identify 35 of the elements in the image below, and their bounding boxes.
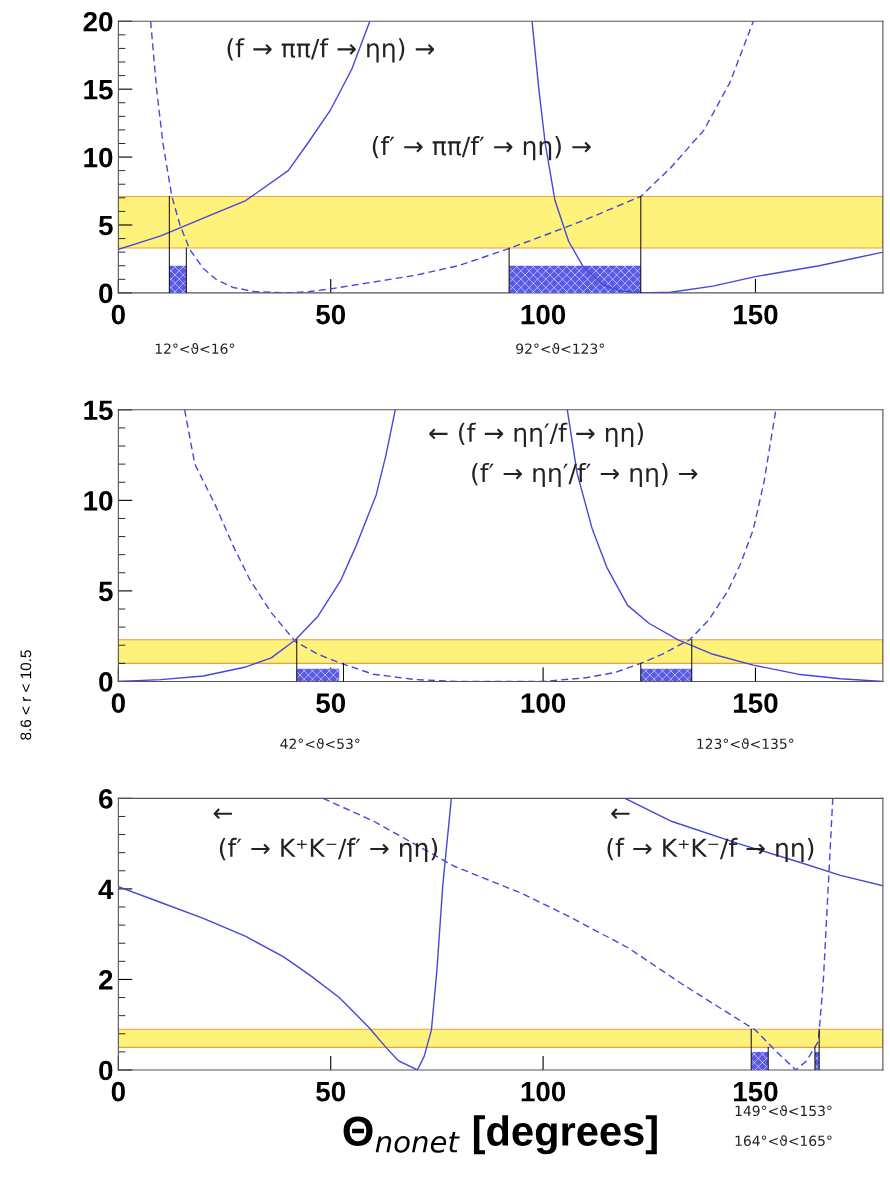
- x-tick-label: 50: [316, 693, 346, 713]
- text: 164°<ϑ<165°: [735, 1135, 832, 1146]
- text: 42°<ϑ<53°: [280, 738, 360, 750]
- x-tick-label: 100: [521, 1081, 566, 1102]
- x-tick-label: 50: [316, 1081, 346, 1102]
- y-tick-label: 4: [98, 879, 114, 899]
- y-tick-label: 2: [99, 970, 113, 990]
- y-tick-label: 5: [98, 215, 113, 236]
- y-tick-label: 20: [83, 11, 113, 32]
- y-tick-label: 5: [98, 581, 113, 602]
- annotation: ← (f → ηη′/f → ηη): [429, 422, 644, 447]
- y-tick-label: 0: [99, 1060, 113, 1081]
- x-tick-label: 50: [316, 304, 346, 325]
- annotation: (f → ππ/f → ηη) →: [227, 38, 435, 63]
- x-tick-label: 150: [734, 304, 778, 325]
- x-axis-title: Θ$_{nonet}$ [degrees]: [343, 1115, 657, 1155]
- text: 149°<ϑ<153°: [735, 1105, 832, 1117]
- x-tick-label: 100: [521, 304, 566, 325]
- y-tick-label: 15: [84, 80, 113, 100]
- y-tick-label: 0: [99, 283, 113, 304]
- y-tick-label: 6: [99, 789, 113, 809]
- x-tick-label: 150: [734, 1081, 778, 1102]
- y-tick-label: 10: [84, 147, 113, 168]
- annotation: ←: [213, 808, 232, 820]
- annotation: (f′ → K⁺K⁻/f′ → ηη): [219, 837, 438, 863]
- text: 92°<ϑ<123°: [516, 343, 604, 354]
- x-tick-label: 100: [521, 693, 566, 713]
- text: 12°<ϑ<16°: [155, 343, 235, 354]
- annotation: ←: [611, 808, 630, 820]
- y-tick-label: 15: [84, 400, 113, 421]
- text: 123°<ϑ<135°: [697, 738, 794, 750]
- y-tick-label: 10: [84, 491, 113, 511]
- y-axis-title: 8.6 < r < 10.5: [20, 650, 32, 740]
- y-tick-label: 0: [99, 672, 113, 692]
- x-tick-label: 150: [734, 693, 778, 713]
